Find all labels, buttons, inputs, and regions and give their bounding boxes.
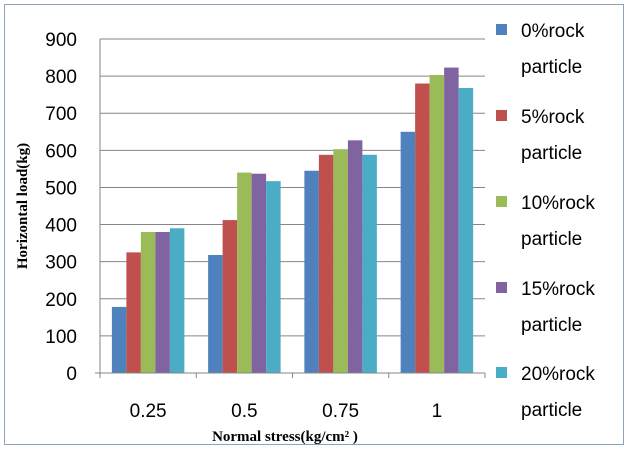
legend-label-line: 15%rock — [521, 279, 595, 300]
x-tick-labels: 0.25 0.5 0.75 1 — [130, 401, 443, 422]
legend-label-line: 5%rock — [521, 107, 585, 128]
y-tick-label: 300 — [45, 253, 77, 274]
axes — [95, 39, 486, 378]
x-tick-label: 0.75 — [322, 401, 359, 422]
legend-label: 5%rock particle — [521, 107, 585, 164]
legend-item: 10%rock particle — [496, 193, 595, 250]
legend-label: 15%rock particle — [521, 279, 595, 336]
y-tick-label: 500 — [45, 178, 77, 199]
legend: 0%rock particle 5%rock particle 10%rock parti… — [496, 21, 595, 421]
bar — [140, 231, 156, 373]
legend-label-line: 0%rock — [521, 21, 585, 42]
y-tick-label: 0 — [66, 364, 77, 385]
x-tick-label: 1 — [432, 401, 443, 422]
y-tick-labels: 0 100 200 300 400 500 600 700 800 900 — [45, 30, 77, 385]
legend-label: 20%rock particle — [521, 364, 595, 421]
y-tick-label: 100 — [45, 327, 77, 348]
legend-label-line: particle — [521, 57, 582, 78]
bar — [237, 172, 252, 373]
bar — [415, 83, 430, 374]
legend-swatch — [496, 367, 507, 378]
legend-item: 20%rock particle — [496, 364, 595, 421]
bar — [444, 67, 459, 373]
x-axis-title: Normal stress(kg/cm² ) — [212, 429, 358, 445]
legend-label-line: particle — [521, 229, 582, 250]
bar — [458, 87, 474, 373]
legend-item: 5%rock particle — [496, 107, 585, 164]
legend-swatch — [496, 196, 507, 207]
legend-label: 0%rock particle — [521, 21, 585, 78]
bars — [111, 67, 474, 374]
legend-label-line: particle — [521, 143, 582, 164]
y-tick-label: 400 — [45, 216, 77, 237]
bar — [208, 254, 223, 373]
bar — [429, 74, 445, 374]
y-tick-label: 700 — [45, 104, 77, 125]
x-tick-label: 0.5 — [231, 401, 257, 422]
y-tick-label: 600 — [45, 141, 77, 162]
bar — [155, 231, 170, 373]
legend-swatch — [496, 24, 507, 35]
bar — [400, 131, 416, 373]
bar — [222, 220, 238, 373]
bar — [126, 252, 141, 373]
legend-item: 15%rock particle — [496, 279, 595, 336]
legend-label-line: 20%rock — [521, 364, 595, 385]
bar — [266, 181, 281, 373]
bar — [111, 306, 127, 373]
bar — [362, 154, 377, 373]
bar — [251, 173, 267, 373]
bar — [347, 140, 363, 373]
y-tick-label: 200 — [45, 290, 77, 311]
legend-label-line: 10%rock — [521, 193, 595, 214]
y-tick-label: 900 — [45, 30, 77, 51]
bar — [169, 228, 185, 373]
legend-item: 0%rock particle — [496, 21, 585, 78]
legend-label-line: particle — [521, 400, 582, 421]
legend-swatch — [496, 110, 507, 121]
y-tick-label: 800 — [45, 67, 77, 88]
bar — [304, 170, 319, 373]
bar — [318, 154, 334, 373]
legend-swatch — [496, 282, 507, 293]
legend-label-line: particle — [521, 315, 582, 336]
bar — [333, 149, 348, 373]
y-axis-title: Horizontal load(kg) — [15, 143, 31, 269]
legend-label: 10%rock particle — [521, 193, 595, 250]
x-tick-label: 0.25 — [130, 401, 167, 422]
